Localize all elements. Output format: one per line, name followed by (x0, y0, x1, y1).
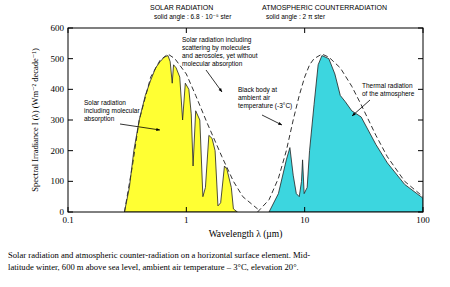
x-tick (186, 28, 187, 33)
y-tick (68, 150, 73, 151)
y-tick (418, 212, 423, 213)
y-tick (68, 120, 73, 121)
y-tick (68, 181, 73, 182)
annotation: temperature (-3°C) (238, 102, 292, 110)
annotation: and aerosoles, yet without (182, 52, 258, 60)
caption: Solar radiation and atmospheric counter-… (8, 250, 310, 260)
y-tick (418, 150, 423, 151)
y-tick (418, 120, 423, 121)
x-tick (186, 207, 187, 212)
annotation: Thermal radiation (362, 82, 413, 89)
annotation: Solar radiation (84, 99, 126, 106)
annotation-arrow (206, 70, 222, 92)
heading-title: ATMOSPHERIC COUNTERRADIATION (262, 4, 387, 11)
x-tick-label: 100 (416, 215, 430, 225)
annotation: absorption (84, 115, 115, 123)
spectrum-area (269, 56, 423, 212)
x-tick (68, 28, 69, 33)
y-tick (68, 28, 73, 29)
annotation: including molecular (84, 107, 140, 115)
arrow-head (278, 122, 282, 125)
annotation: of the atmosphere (362, 90, 415, 98)
heading-title: SOLAR RADIATION (150, 4, 213, 11)
arrow-head (156, 128, 160, 131)
heading-subtitle: solid angle : 6.8 · 10⁻⁵ ster (154, 13, 232, 21)
caption: latitude winter, 600 m above sea level, … (8, 262, 299, 272)
y-tick-label: 600 (51, 23, 65, 33)
y-tick (418, 181, 423, 182)
plot-frame (68, 28, 423, 212)
y-axis-label: Spectral Irradiance I (λ) (Wm⁻² decade⁻¹… (30, 48, 40, 192)
spectrum-curve (258, 54, 423, 212)
x-tick-label: 1 (184, 215, 189, 225)
x-tick (68, 207, 69, 212)
y-tick-label: 0 (60, 207, 65, 217)
spectrum-area (124, 56, 237, 212)
arrow-head (352, 112, 356, 116)
y-tick-label: 500 (51, 54, 65, 64)
annotation: ambient air (238, 94, 271, 101)
y-tick (418, 58, 423, 59)
y-tick (418, 28, 423, 29)
x-axis-label: Wavelength λ (µm) (209, 229, 283, 240)
annotation-arrow (352, 100, 370, 116)
x-tick (304, 207, 305, 212)
y-tick (68, 89, 73, 90)
chart: 0.1 1 10 100 0 100 200 300 400 500 600 Wavelength λ… (0, 0, 450, 287)
y-tick (68, 212, 73, 213)
x-tick (423, 207, 424, 212)
plot-marks (124, 54, 423, 212)
y-tick-label: 300 (51, 115, 65, 125)
spectrum-curve (124, 54, 257, 212)
x-tick-label: 0.1 (62, 215, 73, 225)
y-tick (418, 89, 423, 90)
y-tick-label: 100 (51, 176, 65, 186)
y-tick (68, 58, 73, 59)
annotation: Solar radiation including (182, 36, 252, 44)
y-tick-label: 400 (51, 84, 65, 94)
x-tick (304, 28, 305, 33)
x-tick-label: 10 (300, 215, 310, 225)
annotation: scattering by molecules (182, 44, 251, 52)
annotation: molecular absorption (182, 60, 243, 68)
arrow-head (219, 88, 222, 92)
annotation-arrow (262, 115, 282, 125)
y-tick-label: 200 (51, 146, 65, 156)
heading-subtitle: solid angle : 2 π ster (266, 13, 326, 21)
annotation-arrow (120, 124, 160, 130)
x-tick (423, 28, 424, 33)
annotation: Black body at (238, 86, 277, 94)
